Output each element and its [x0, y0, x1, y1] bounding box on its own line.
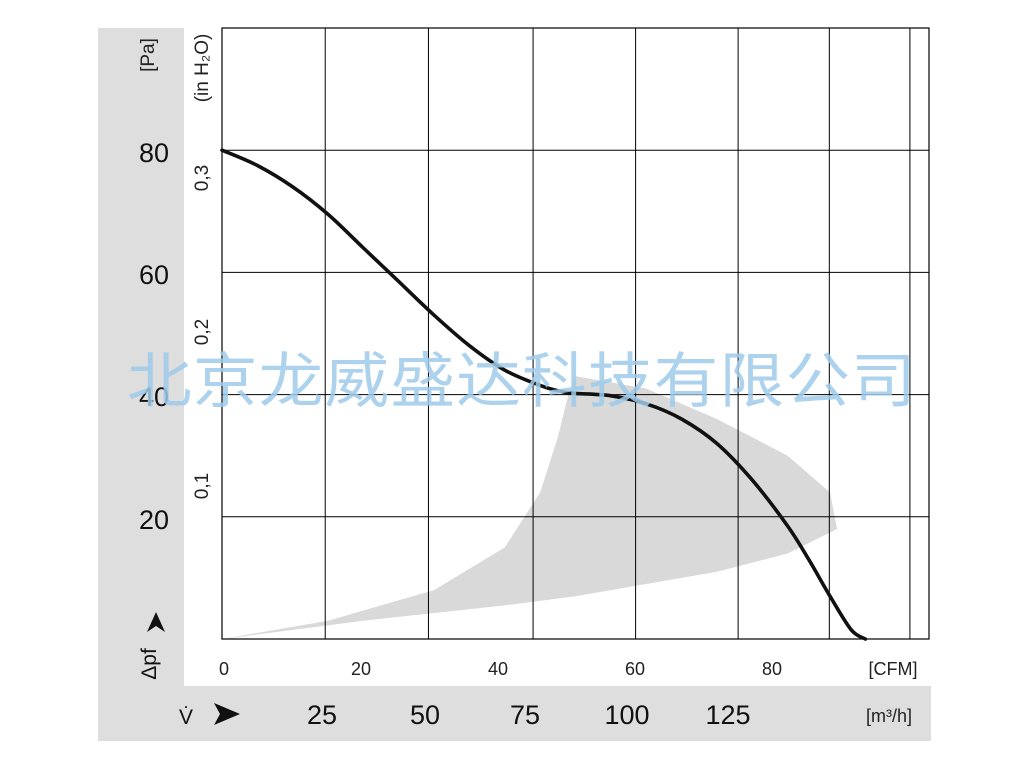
x-secondary-symbol: V̇	[179, 706, 193, 729]
x-arrow-icon	[214, 703, 240, 725]
y-tick-label-80: 80	[139, 138, 169, 168]
x-unit-label: [CFM]	[869, 659, 918, 679]
plot-border	[221, 27, 930, 640]
x-secondary-tick-75: 75	[510, 700, 540, 730]
y-secondary-tick-0-3: 0,3	[192, 165, 213, 191]
operating-range-area	[222, 376, 838, 639]
x-tick-label-80: 80	[762, 659, 782, 679]
y-arrow-icon	[147, 612, 165, 632]
x-secondary-tick-50: 50	[410, 700, 440, 730]
y-secondary-unit-label: (in H₂O)	[192, 34, 213, 103]
pressure-curve-line	[220, 148, 868, 641]
x-secondary-tick-25: 25	[307, 700, 337, 730]
x-tick-label-40: 40	[488, 659, 508, 679]
y-symbol-label: Δpf	[138, 648, 161, 680]
x-secondary-unit-label: [m³/h]	[866, 706, 912, 726]
y-tick-label-40: 40	[139, 382, 169, 412]
watermark-text: 北京龙威盛达科技有限公司	[127, 347, 917, 417]
x-secondary-tick-125: 125	[705, 700, 750, 730]
left-axis-band	[98, 28, 184, 741]
x-tick-label-0: 0	[219, 659, 229, 679]
y-unit-label: [Pa]	[138, 38, 159, 72]
y-secondary-tick-0-1: 0,1	[192, 473, 213, 499]
y-tick-label-60: 60	[139, 260, 169, 290]
x-tick-label-60: 60	[625, 659, 645, 679]
y-secondary-tick-0-2: 0,2	[192, 319, 213, 345]
x-secondary-tick-100: 100	[604, 700, 649, 730]
x-tick-label-20: 20	[351, 659, 371, 679]
y-tick-label-20: 20	[139, 505, 169, 535]
